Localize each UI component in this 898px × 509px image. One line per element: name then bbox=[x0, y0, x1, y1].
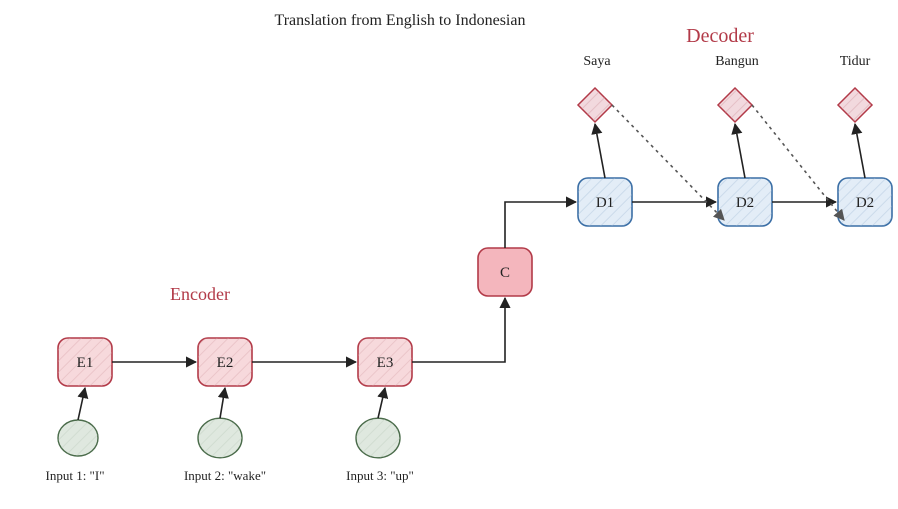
edge bbox=[595, 124, 605, 178]
node-c: C bbox=[478, 248, 532, 296]
node-e1: E1 bbox=[58, 338, 112, 386]
node-label: E1 bbox=[77, 355, 94, 371]
edge bbox=[412, 298, 505, 362]
node-label: C bbox=[500, 265, 510, 281]
node-d2: D2 bbox=[718, 178, 772, 226]
node-label: D1 bbox=[596, 195, 614, 211]
output-label: Saya bbox=[583, 54, 611, 69]
node-label: E2 bbox=[217, 355, 234, 371]
node-e2: E2 bbox=[198, 338, 252, 386]
decoder-label: Decoder bbox=[686, 25, 754, 47]
input-label: Input 1: "I" bbox=[46, 468, 105, 483]
input-label: Input 3: "up" bbox=[346, 468, 414, 483]
output-o1: Saya bbox=[578, 54, 612, 122]
input-i1: Input 1: "I" bbox=[46, 420, 105, 483]
encoder-label: Encoder bbox=[170, 284, 230, 304]
diagram-canvas: Translation from English to Indonesian En… bbox=[0, 0, 898, 509]
node-label: D2 bbox=[856, 195, 874, 211]
input-i3: Input 3: "up" bbox=[346, 418, 414, 483]
input-i2: Input 2: "wake" bbox=[184, 418, 266, 483]
edge bbox=[505, 202, 576, 248]
edge bbox=[220, 388, 225, 418]
edge bbox=[378, 388, 385, 418]
node-d3: D2 bbox=[838, 178, 892, 226]
output-label: Tidur bbox=[840, 54, 871, 69]
node-e3: E3 bbox=[358, 338, 412, 386]
output-o3: Tidur bbox=[838, 54, 872, 122]
node-label: D2 bbox=[736, 195, 754, 211]
edge bbox=[735, 124, 745, 178]
output-o2: Bangun bbox=[715, 54, 759, 122]
edge bbox=[855, 124, 865, 178]
diagram-title: Translation from English to Indonesian bbox=[275, 12, 526, 29]
node-label: E3 bbox=[377, 355, 394, 371]
node-d1: D1 bbox=[578, 178, 632, 226]
edge bbox=[78, 388, 85, 420]
input-label: Input 2: "wake" bbox=[184, 468, 266, 483]
output-label: Bangun bbox=[715, 54, 759, 69]
